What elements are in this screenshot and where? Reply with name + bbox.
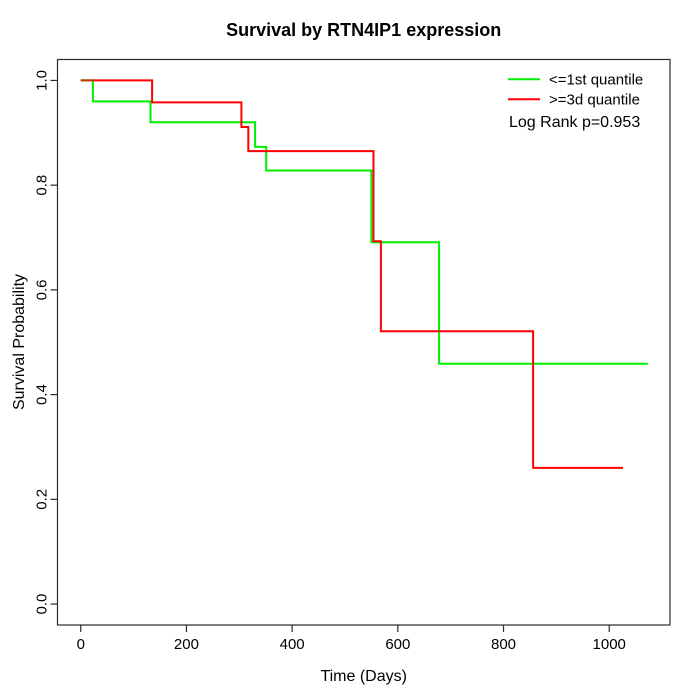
y-tick-label: 0.4 [34,384,51,405]
y-axis-title: Survival Probability [11,274,28,410]
survival-curve-red [80,79,623,469]
survival-curves [80,79,648,469]
x-axis-title: Time (Days) [320,668,407,685]
legend-label-1st-quantile: <=1st quantile [549,72,643,89]
x-tick-label: 600 [385,636,410,653]
x-tick-label: 200 [174,636,199,653]
plot-box [56,58,671,626]
chart-title: Survival by RTN4IP1 expression [226,20,501,40]
axis-ticks: 0 200 400 600 800 1000 0.0 0.2 0.4 0.6 0.8 1.0 [34,70,626,653]
log-rank-pvalue: Log Rank p=0.953 [509,114,640,131]
y-tick-label: 0.6 [34,279,51,300]
y-tick-label: 0.2 [34,489,51,510]
y-tick-label: 1.0 [34,70,51,91]
y-tick-label: 0.0 [34,594,51,615]
survival-curve-green [80,79,648,365]
y-tick-label: 0.8 [34,175,51,196]
x-tick-label: 0 [77,636,85,653]
x-tick-label: 1000 [593,636,626,653]
x-tick-label: 400 [280,636,305,653]
legend-key-lines [508,78,540,101]
legend-label-3d-quantile: >=3d quantile [549,92,640,109]
x-tick-label: 800 [491,636,516,653]
